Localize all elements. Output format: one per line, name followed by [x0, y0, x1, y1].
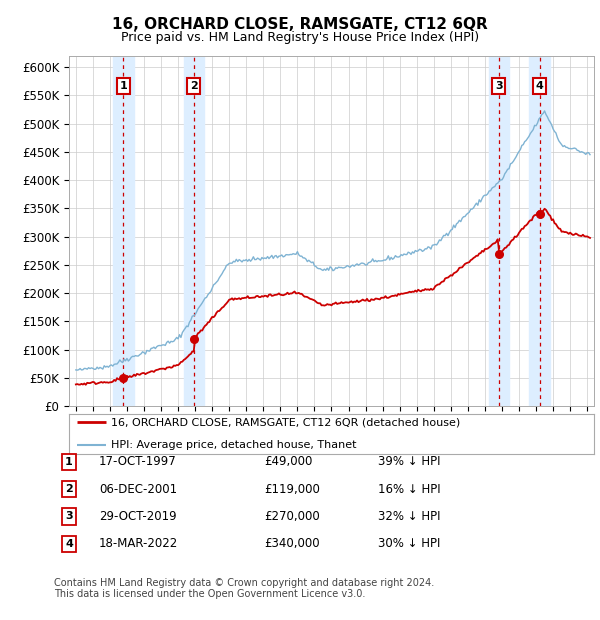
Text: 16, ORCHARD CLOSE, RAMSGATE, CT12 6QR (detached house): 16, ORCHARD CLOSE, RAMSGATE, CT12 6QR (d… [111, 417, 460, 427]
Text: 3: 3 [495, 81, 503, 91]
Text: Price paid vs. HM Land Registry's House Price Index (HPI): Price paid vs. HM Land Registry's House … [121, 31, 479, 44]
Text: 30% ↓ HPI: 30% ↓ HPI [378, 538, 440, 550]
Text: 06-DEC-2001: 06-DEC-2001 [99, 483, 177, 495]
Text: This data is licensed under the Open Government Licence v3.0.: This data is licensed under the Open Gov… [54, 589, 365, 599]
Text: 29-OCT-2019: 29-OCT-2019 [99, 510, 176, 523]
Text: 16, ORCHARD CLOSE, RAMSGATE, CT12 6QR: 16, ORCHARD CLOSE, RAMSGATE, CT12 6QR [112, 17, 488, 32]
Bar [529, 56, 550, 406]
Text: 4: 4 [65, 539, 73, 549]
Bar [184, 56, 204, 406]
Text: 2: 2 [65, 484, 73, 494]
Bar [113, 56, 134, 406]
Text: £340,000: £340,000 [264, 538, 320, 550]
Text: 18-MAR-2022: 18-MAR-2022 [99, 538, 178, 550]
Text: 1: 1 [65, 457, 73, 467]
Text: 39% ↓ HPI: 39% ↓ HPI [378, 456, 440, 468]
Text: 17-OCT-1997: 17-OCT-1997 [99, 456, 177, 468]
Text: 32% ↓ HPI: 32% ↓ HPI [378, 510, 440, 523]
Text: £270,000: £270,000 [264, 510, 320, 523]
Text: 1: 1 [119, 81, 127, 91]
Text: 2: 2 [190, 81, 197, 91]
Bar [488, 56, 509, 406]
Text: £49,000: £49,000 [264, 456, 313, 468]
Text: £119,000: £119,000 [264, 483, 320, 495]
Text: 16% ↓ HPI: 16% ↓ HPI [378, 483, 440, 495]
Text: 4: 4 [536, 81, 544, 91]
Text: Contains HM Land Registry data © Crown copyright and database right 2024.: Contains HM Land Registry data © Crown c… [54, 578, 434, 588]
Text: 3: 3 [65, 512, 73, 521]
Text: HPI: Average price, detached house, Thanet: HPI: Average price, detached house, Than… [111, 440, 356, 450]
